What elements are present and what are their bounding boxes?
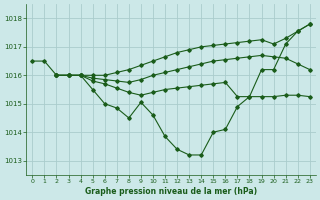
X-axis label: Graphe pression niveau de la mer (hPa): Graphe pression niveau de la mer (hPa): [85, 187, 257, 196]
